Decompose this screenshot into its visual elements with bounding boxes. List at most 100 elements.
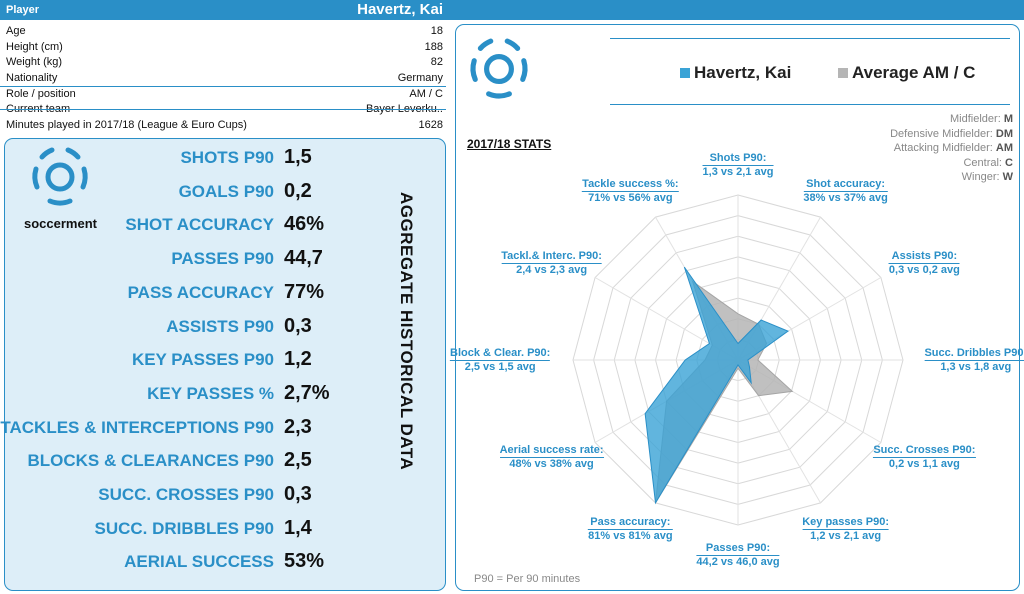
- info-key: Minutes played in 2017/18 (League & Euro…: [6, 119, 247, 132]
- info-row: Nationality Germany: [0, 71, 446, 87]
- role-entry: Winger: W: [890, 170, 1013, 185]
- info-separator: [0, 86, 446, 87]
- aggregate-stat-label: AERIAL SUCCESS: [124, 552, 274, 572]
- info-row: Height (cm) 188: [0, 40, 446, 56]
- role-code: M: [1003, 113, 1013, 125]
- brand-name: soccerment: [24, 216, 97, 231]
- axis-label-title: Succ. Dribbles P90:: [924, 347, 1024, 359]
- axis-label-detail: 71% vs 56% avg: [582, 191, 679, 205]
- player-series-area: [644, 266, 790, 505]
- axis-label-detail: 1,2 vs 2,1 avg: [802, 528, 890, 543]
- axis-label: Tackle success %: 71% vs 56% avg: [582, 178, 679, 205]
- axis-label-detail: 1,3 vs 2,1 avg: [702, 165, 774, 179]
- aggregate-stat-label: GOALS P90: [178, 181, 274, 201]
- info-key: Current team: [6, 103, 71, 116]
- role-name: Winger:: [961, 171, 1000, 183]
- info-row: Current team Bayer Leverku..: [0, 102, 446, 118]
- aggregate-stat-label: SUCC. DRIBBLES P90: [94, 518, 274, 538]
- legend-player-label: Havertz, Kai: [694, 63, 792, 82]
- aggregate-stat-value: 53%: [284, 550, 325, 573]
- info-key: Age: [6, 25, 26, 37]
- axis-label-title: Key passes P90:: [802, 515, 890, 528]
- aggregate-stat-label: SHOTS P90: [180, 148, 274, 167]
- info-value: 18: [430, 25, 443, 37]
- info-key: Weight (kg): [6, 56, 63, 69]
- axis-label-detail: 38% vs 37% avg: [803, 191, 888, 205]
- info-value: AM / C: [409, 87, 443, 100]
- aggregate-stat-value: 46%: [284, 213, 325, 236]
- aggregate-stat-label: TACKLES & INTERCEPTIONS P90: [0, 417, 274, 437]
- stats-title: 2017/18 STATS: [467, 137, 552, 151]
- aggregate-stat-label: KEY PASSES P90: [131, 350, 274, 370]
- axis-label-title: Tackl.& Interc. P90:: [501, 249, 602, 262]
- axis-label: Succ. Crosses P90: 0,2 vs 1,1 avg: [873, 444, 976, 471]
- role-code: W: [1002, 171, 1013, 183]
- axis-label-detail: 44,2 vs 46,0 avg: [696, 554, 780, 568]
- axis-label: Succ. Dribbles P90: 1,3 vs 1,8 avg: [924, 347, 1024, 374]
- axis-label-detail: 48% vs 38% avg: [499, 457, 604, 471]
- aggregate-stat-label: ASSISTS P90: [166, 316, 274, 336]
- aggregate-stat-value: 0,3: [284, 483, 312, 505]
- role-entry: Central: C: [890, 156, 1013, 171]
- legend-rule-top: [610, 38, 1010, 39]
- axis-label-detail: 2,5 vs 1,5 avg: [450, 360, 551, 374]
- axis-label: Key passes P90: 1,2 vs 2,1 avg: [802, 515, 890, 543]
- axis-label-detail: 0,3 vs 0,2 avg: [888, 262, 960, 276]
- axis-label-title: Tackle success %:: [582, 178, 679, 191]
- aggregate-panel: [4, 138, 446, 591]
- axis-label-detail: 1,3 vs 1,8 avg: [924, 360, 1024, 374]
- axis-label: Aerial success rate: 48% vs 38% avg: [499, 444, 604, 471]
- axis-label-title: Block & Clear. P90:: [450, 347, 551, 359]
- header-player-name: Havertz, Kai: [357, 1, 443, 18]
- info-value: Bayer Leverku..: [365, 103, 443, 116]
- info-row: Minutes played in 2017/18 (League & Euro…: [0, 118, 446, 134]
- aggregate-stat-value: 0,2: [284, 179, 312, 202]
- axis-label: Shots P90: 1,3 vs 2,1 avg: [702, 152, 774, 179]
- aggregate-stat-value: 2,7%: [284, 381, 330, 404]
- axis-label-detail: 81% vs 81% avg: [588, 528, 673, 542]
- aggregate-stat-value: 1,4: [284, 516, 312, 539]
- role-legend: Midfielder: M Defensive Midfielder: DM Att…: [890, 112, 1013, 185]
- axis-label: Block & Clear. P90: 2,5 vs 1,5 avg: [450, 347, 551, 374]
- info-value: Germany: [397, 72, 443, 85]
- axis-label-title: Assists P90:: [891, 249, 958, 262]
- soccerment-logo-icon: [470, 38, 528, 99]
- axis-label-title: Passes P90:: [705, 541, 771, 554]
- radar-chart: [572, 194, 904, 526]
- aggregate-stat-value: 1,5: [284, 146, 312, 168]
- header-bar: Player Havertz, Kai: [0, 0, 1024, 20]
- aggregate-stat-value: 2,3: [284, 415, 312, 438]
- info-key: Nationality: [6, 72, 58, 85]
- role-code: DM: [995, 127, 1013, 140]
- aggregate-stat-value: 1,2: [284, 348, 312, 371]
- role-code: AM: [995, 142, 1013, 154]
- legend-average-label: Average AM / C: [852, 63, 976, 82]
- footnote: P90 = Per 90 minutes: [474, 573, 581, 585]
- role-entry: Defensive Midfielder: DM: [890, 127, 1013, 142]
- legend-average-swatch: [838, 68, 848, 78]
- aggregate-stat-label: PASS ACCURACY: [127, 282, 274, 302]
- role-entry: Midfielder: M: [890, 112, 1013, 127]
- role-code: C: [1005, 156, 1013, 169]
- axis-label-detail: 2,4 vs 2,3 avg: [501, 262, 602, 277]
- legend-rule-bottom: [610, 104, 1010, 105]
- info-key: Role / position: [6, 87, 76, 100]
- aggregate-stat-label: PASSES P90: [171, 249, 274, 269]
- info-value: 82: [430, 56, 443, 69]
- axis-label: Shot accuracy: 38% vs 37% avg: [803, 178, 888, 205]
- axis-label-title: Shots P90:: [709, 152, 767, 165]
- role-name: Central:: [963, 156, 1002, 169]
- axis-label-title: Pass accuracy:: [590, 515, 671, 528]
- legend-player-swatch: [680, 68, 690, 78]
- soccerment-logo-icon: [32, 147, 88, 206]
- info-value: 1628: [418, 119, 443, 132]
- info-separator: [0, 109, 446, 110]
- axis-label: Assists P90: 0,3 vs 0,2 avg: [888, 249, 960, 277]
- aggregate-stat-label: SHOT ACCURACY: [125, 215, 274, 235]
- axis-label-detail: 0,2 vs 1,1 avg: [873, 457, 976, 471]
- axis-label-title: Shot accuracy:: [806, 178, 886, 191]
- aggregate-title: AGGREGATE HISTORICAL DATA: [397, 192, 416, 471]
- axis-label: Pass accuracy: 81% vs 81% avg: [588, 515, 673, 543]
- info-row: Weight (kg) 82: [0, 55, 446, 71]
- axis-label-title: Succ. Crosses P90:: [873, 444, 976, 457]
